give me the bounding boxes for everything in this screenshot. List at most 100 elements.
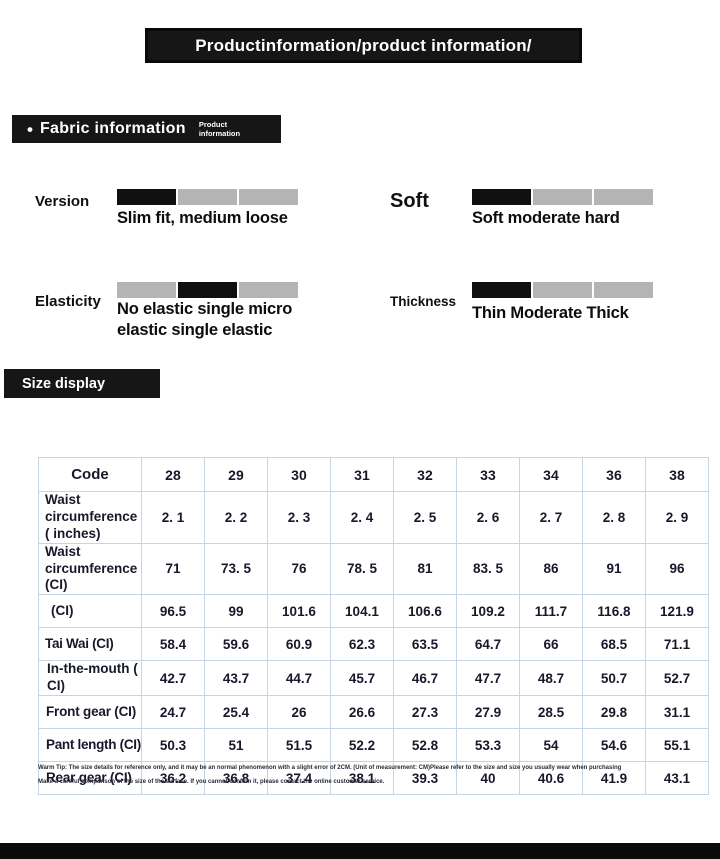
size-value-cell: 45.7 xyxy=(329,660,394,696)
size-table-row: Waist circumference ( inches) 2. 1 2. 2 2. … xyxy=(38,491,709,544)
version-label: Version xyxy=(35,193,90,210)
level-segment-gray xyxy=(533,282,592,298)
size-value-cell: 52.8 xyxy=(392,728,457,762)
size-value-cell: 54.6 xyxy=(581,728,646,762)
size-value-cell: 52.7 xyxy=(644,660,709,696)
version-level-bars xyxy=(117,189,298,205)
size-code-header: 38 xyxy=(644,457,709,492)
size-code-header: 31 xyxy=(329,457,394,492)
size-value-cell: 26.6 xyxy=(329,695,394,729)
size-value-cell: 62.3 xyxy=(329,627,394,662)
size-value-cell: 43.1 xyxy=(644,761,709,795)
level-segment-gray xyxy=(239,189,298,205)
size-value-cell: 104.1 xyxy=(329,594,394,629)
level-segment-gray xyxy=(533,189,592,205)
size-code-header: 36 xyxy=(581,457,646,492)
size-value-cell: 48.7 xyxy=(518,660,583,696)
size-value-cell: 83. 5 xyxy=(455,542,520,596)
measurement-row-label: Rear gear (CI) xyxy=(38,761,142,795)
size-table-header-row: Code 28 29 30 31 32 33 34 36 38 xyxy=(38,457,709,492)
measurement-row-label: In-the-mouth ( CI) xyxy=(38,660,142,696)
size-value-cell: 51 xyxy=(203,728,268,762)
size-value-cell: 2. 5 xyxy=(392,491,457,544)
size-code-header: 29 xyxy=(203,457,268,492)
size-value-cell: 111.7 xyxy=(518,594,583,629)
size-value-cell: 58.4 xyxy=(140,627,205,662)
size-value-cell: 2. 2 xyxy=(203,491,268,544)
size-value-cell: 91 xyxy=(581,542,646,596)
size-code-header: 34 xyxy=(518,457,583,492)
size-code-header: 33 xyxy=(455,457,520,492)
page-title: Productinformation/product information/ xyxy=(195,35,532,55)
size-value-cell: 40.6 xyxy=(518,761,583,795)
warm-tip-note: Warm Tip: The size details for reference… xyxy=(38,765,622,771)
size-value-cell: 50.7 xyxy=(581,660,646,696)
size-value-cell: 2. 7 xyxy=(518,491,583,544)
size-value-cell: 2. 4 xyxy=(329,491,394,544)
size-value-cell: 106.6 xyxy=(392,594,457,629)
level-segment-gray xyxy=(594,189,653,205)
size-value-cell: 78. 5 xyxy=(329,542,394,596)
level-segment-gray xyxy=(594,282,653,298)
size-value-cell: 47.7 xyxy=(455,660,520,696)
size-value-cell: 64.7 xyxy=(455,627,520,662)
measurement-row-label: Waist circumference ( inches) xyxy=(38,491,142,544)
size-table-row: (CI) 96.5 99 101.6 104.1 106.6 109.2 111.7 116.8… xyxy=(38,594,709,629)
fabric-information-banner: • Fabric information Product information xyxy=(12,115,281,143)
size-table-row: Pant length (CI) 50.3 51 51.5 52.2 52.8 53.3 54… xyxy=(38,728,709,762)
level-segment-black xyxy=(472,282,531,298)
size-value-cell: 59.6 xyxy=(203,627,268,662)
level-segment-black xyxy=(472,189,531,205)
soft-caption: Soft moderate hard xyxy=(472,209,620,227)
level-segment-black xyxy=(178,282,237,298)
size-value-cell: 26 xyxy=(266,695,331,729)
fabric-section-subtitle: Product information xyxy=(198,119,241,138)
size-value-cell: 99 xyxy=(203,594,268,629)
size-value-cell: 42.7 xyxy=(140,660,205,696)
size-value-cell: 43.7 xyxy=(203,660,268,696)
elasticity-label: Elasticity xyxy=(35,293,101,310)
size-value-cell: 25.4 xyxy=(203,695,268,729)
size-value-cell: 29.8 xyxy=(581,695,646,729)
size-value-cell: 37.4 xyxy=(266,761,331,795)
measurement-row-label: (CI) xyxy=(38,594,142,629)
size-value-cell: 60.9 xyxy=(266,627,331,662)
size-value-cell: 2. 6 xyxy=(455,491,520,544)
level-segment-gray xyxy=(178,189,237,205)
size-value-cell: 46.7 xyxy=(392,660,457,696)
thickness-caption: Thin Moderate Thick xyxy=(472,304,629,322)
size-value-cell: 41.9 xyxy=(581,761,646,795)
size-table-row: Rear gear (CI) 36.2 36.8 37.4 38.1 39.3 40 40.6… xyxy=(38,761,709,795)
size-table-row: In-the-mouth ( CI) 42.7 43.7 44.7 45.7 46.7 47… xyxy=(38,660,709,696)
size-value-cell: 2. 8 xyxy=(581,491,646,544)
size-table-row: Tai Wai (CI) 58.4 59.6 60.9 62.3 63.5 64.7 66 68… xyxy=(38,627,709,662)
code-column-header: Code xyxy=(38,457,142,492)
size-code-header: 30 xyxy=(266,457,331,492)
size-value-cell: 24.7 xyxy=(140,695,205,729)
size-value-cell: 44.7 xyxy=(266,660,331,696)
size-value-cell: 63.5 xyxy=(392,627,457,662)
soft-label: Soft xyxy=(390,190,429,212)
elasticity-level-bars xyxy=(117,282,298,298)
size-value-cell: 2. 1 xyxy=(140,491,205,544)
size-table: Code 28 29 30 31 32 33 34 36 38 Waist circumferenc… xyxy=(38,457,709,795)
size-value-cell: 121.9 xyxy=(644,594,709,629)
size-value-cell: 109.2 xyxy=(455,594,520,629)
size-value-cell: 86 xyxy=(518,542,583,596)
elasticity-caption: No elastic single micro elastic single e… xyxy=(117,300,293,339)
size-value-cell: 2. 3 xyxy=(266,491,331,544)
size-value-cell: 116.8 xyxy=(581,594,646,629)
measurement-row-label: Front gear (CI) xyxy=(38,695,142,729)
size-value-cell: 53.3 xyxy=(455,728,520,762)
size-value-cell: 27.9 xyxy=(455,695,520,729)
measurement-row-label: Pant length (CI) xyxy=(38,728,142,762)
size-value-cell: 96 xyxy=(644,542,709,596)
measurement-row-label: Tai Wai (CI) xyxy=(38,627,142,662)
size-value-cell: 71.1 xyxy=(644,627,709,662)
size-value-cell: 68.5 xyxy=(581,627,646,662)
soft-level-bars xyxy=(472,189,653,205)
size-value-cell: 73. 5 xyxy=(203,542,268,596)
size-section-title: Size display xyxy=(22,375,106,392)
size-value-cell: 27.3 xyxy=(392,695,457,729)
